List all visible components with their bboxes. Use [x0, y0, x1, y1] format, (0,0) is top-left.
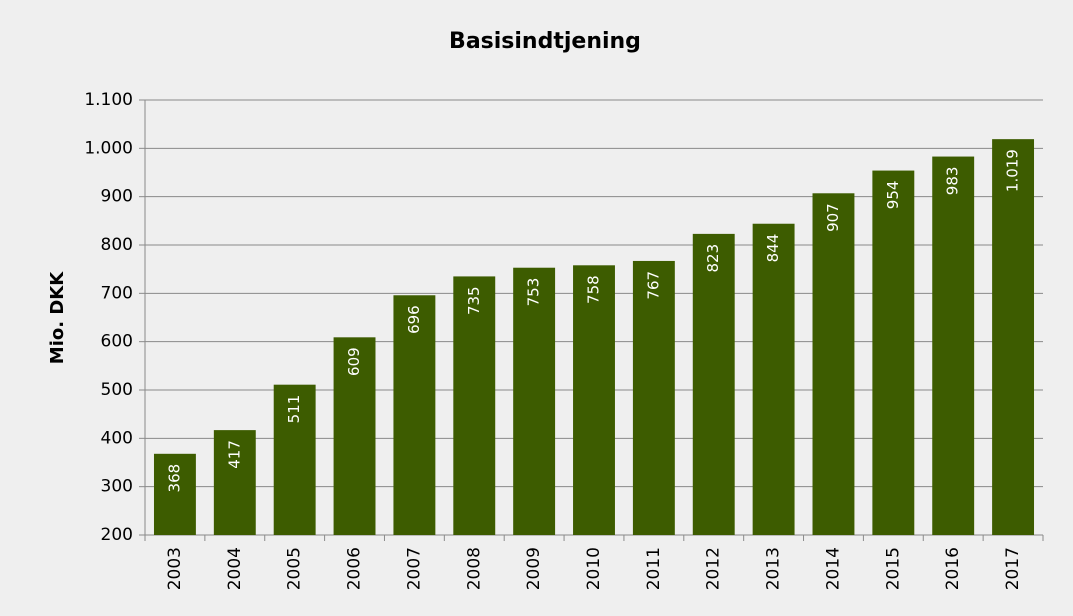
y-tick-label: 600	[101, 332, 133, 352]
bar	[932, 156, 975, 536]
y-tick-label: 400	[101, 428, 133, 448]
bar	[333, 337, 376, 535]
value-label: 844	[764, 234, 782, 263]
y-tick-label: 500	[101, 380, 133, 400]
bar	[453, 276, 496, 535]
value-label: 907	[824, 203, 842, 232]
value-label: 368	[165, 464, 183, 493]
chart-title: Basisindtjening	[449, 29, 641, 54]
value-label: 954	[884, 181, 902, 210]
y-tick-label: 1.100	[84, 90, 133, 110]
x-tick-label: 2006	[345, 547, 365, 590]
x-tick-label: 2003	[165, 547, 185, 590]
bar	[752, 223, 795, 535]
bar	[573, 265, 615, 535]
x-tick-label: 2005	[285, 547, 305, 590]
x-tick-label: 2014	[823, 547, 843, 590]
bar	[393, 295, 436, 535]
value-label: 696	[405, 305, 423, 334]
x-tick-label: 2016	[943, 547, 963, 590]
x-tick-label: 2012	[704, 547, 724, 590]
bar	[692, 233, 735, 535]
bar	[872, 170, 915, 536]
x-tick-label: 2011	[644, 547, 664, 590]
y-tick-label: 700	[101, 283, 133, 303]
bar	[632, 260, 675, 535]
value-label: 767	[644, 271, 662, 300]
value-label: 983	[944, 167, 962, 196]
y-tick-label: 800	[101, 235, 133, 255]
y-tick-label: 1.000	[84, 138, 133, 158]
value-label: 609	[345, 347, 363, 376]
value-label: 758	[585, 275, 603, 304]
value-label: 735	[465, 286, 483, 315]
bar	[273, 384, 316, 535]
bar	[513, 267, 556, 535]
x-tick-label: 2007	[404, 547, 424, 590]
value-label: 1.019	[1004, 149, 1022, 192]
x-tick-label: 2013	[764, 547, 784, 590]
bar	[812, 193, 855, 536]
y-tick-label: 900	[101, 187, 133, 207]
y-tick-label: 200	[101, 525, 133, 545]
x-tick-label: 2017	[1003, 547, 1023, 590]
value-label: 823	[704, 244, 722, 273]
x-tick-label: 2015	[883, 547, 903, 590]
y-axis-label: Mio. DKK	[47, 271, 68, 364]
value-label: 417	[225, 440, 243, 469]
bar	[992, 139, 1035, 535]
x-tick-label: 2004	[225, 547, 245, 590]
bar	[213, 430, 256, 535]
x-tick-label: 2009	[524, 547, 544, 590]
value-label: 511	[285, 395, 303, 424]
x-tick-label: 2008	[464, 547, 484, 590]
x-tick-label: 2010	[584, 547, 604, 590]
value-label: 753	[525, 278, 543, 307]
y-tick-label: 300	[101, 477, 133, 497]
bar	[153, 453, 196, 535]
